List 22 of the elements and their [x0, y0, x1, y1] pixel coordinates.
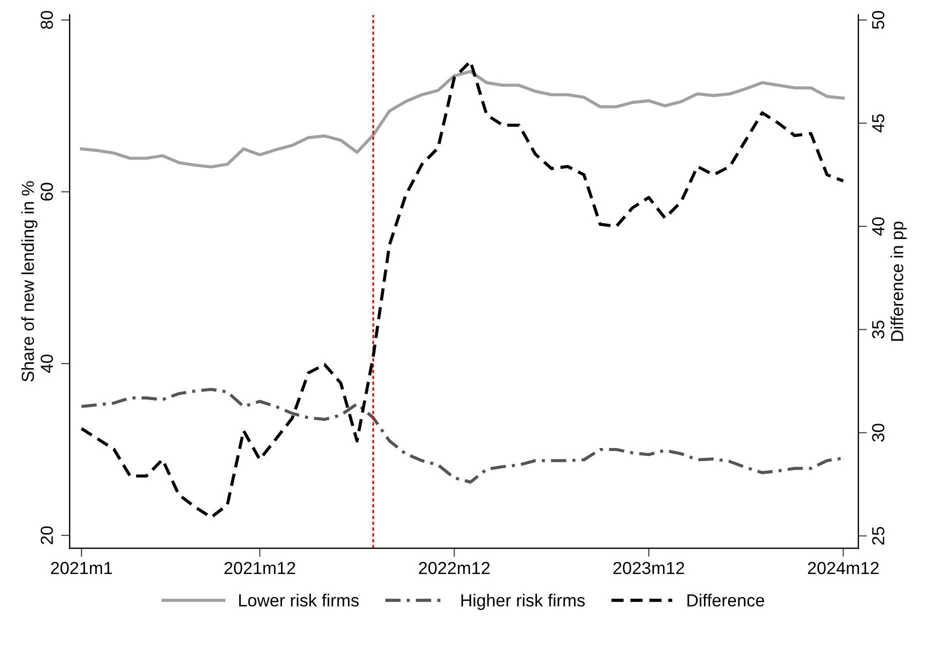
y2-tick-label: 25 — [872, 526, 884, 545]
x-tick-label: 2021m1 — [50, 562, 112, 574]
y2-tick-label: 50 — [872, 11, 884, 29]
x-tick-label: 2021m12 — [224, 562, 296, 574]
y-tick-label: 60 — [40, 182, 53, 201]
y2-tick-label: 45 — [872, 114, 884, 132]
legend-label: Lower risk firms — [239, 594, 359, 607]
x-tick-label: 2022m12 — [418, 562, 490, 574]
line-series — [80, 70, 845, 168]
y2-tick-label: 35 — [872, 320, 884, 339]
y2-tick-label: 40 — [872, 217, 884, 236]
x-tick-label: 2023m12 — [613, 562, 684, 574]
y-tick-label: 20 — [40, 526, 53, 544]
y-tick-label: 40 — [40, 354, 53, 373]
legend-label: Higher risk firms — [461, 594, 585, 610]
y-tick-label: 80 — [40, 11, 53, 29]
y2-axis-title: Difference in pp — [890, 222, 907, 341]
line-series — [80, 60, 845, 519]
y2-tick-label: 30 — [872, 424, 884, 442]
y-axis-title: Share of new lending in % — [21, 181, 38, 382]
legend-label: Difference — [687, 594, 764, 607]
x-tick-label: 2024m12 — [808, 562, 879, 574]
